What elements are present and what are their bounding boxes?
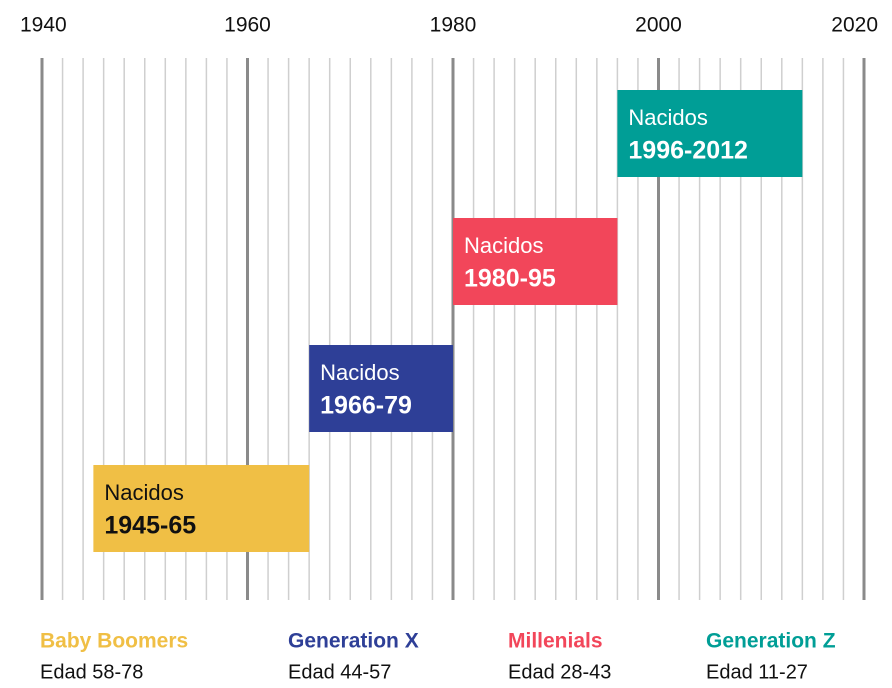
x-tick-label: 2000 [635,14,682,37]
box-label: Nacidos [464,233,543,258]
x-tick-label: 2020 [831,14,878,37]
age-label: Edad 58-78 [40,661,143,683]
x-tick-label: 1980 [430,14,477,37]
range-label: 1945-65 [104,512,196,540]
range-label: 1996-2012 [628,137,748,165]
legend-name: Generation Z [706,630,836,653]
generation-bar [309,345,453,432]
box-label: Nacidos [628,105,707,130]
generation-bar [453,218,618,305]
range-label: 1966-79 [320,392,412,420]
legend-name: Baby Boomers [40,630,188,653]
age-label: Edad 28-43 [508,661,611,683]
range-label: 1980-95 [464,265,556,293]
generation-bar [93,465,310,552]
age-label: Edad 11-27 [706,661,808,683]
box-label: Nacidos [104,480,183,505]
legend-name: Generation X [288,630,419,653]
age-label: Edad 44-57 [288,661,391,683]
legend-name: Millenials [508,630,603,653]
x-tick-label: 1940 [20,14,67,37]
box-label: Nacidos [320,360,399,385]
x-tick-label: 1960 [224,14,271,37]
generation-bar [617,90,803,177]
